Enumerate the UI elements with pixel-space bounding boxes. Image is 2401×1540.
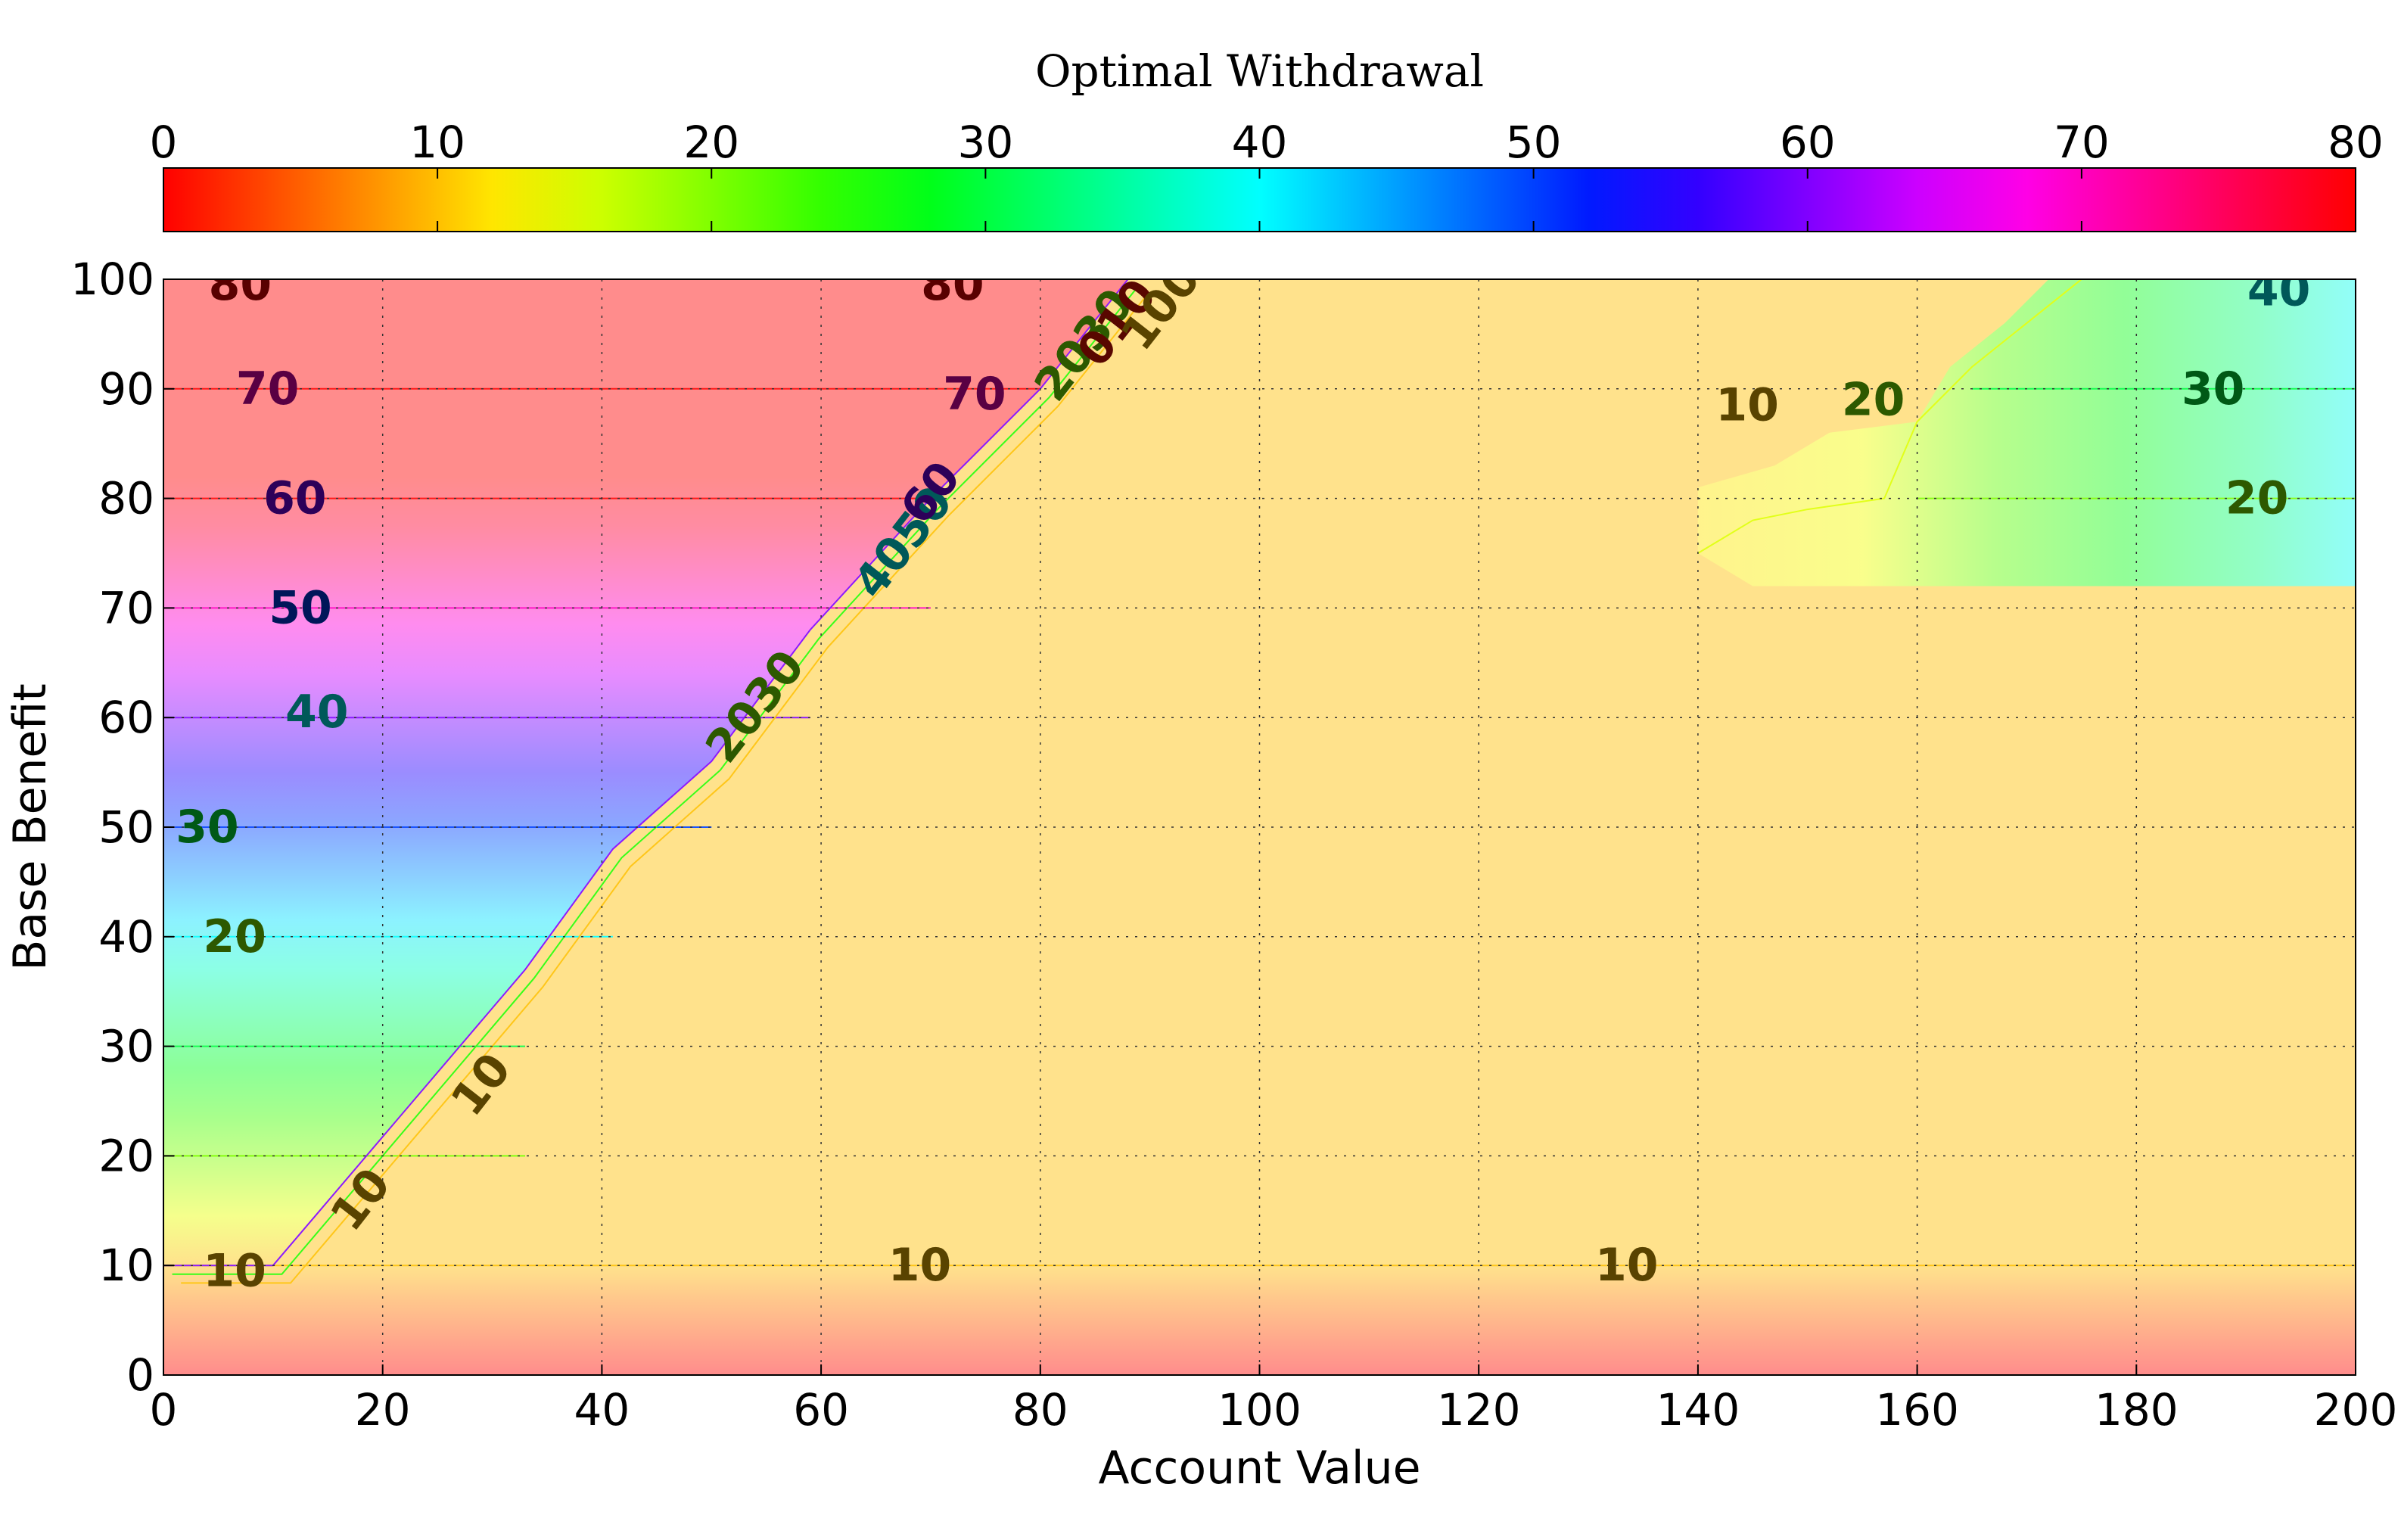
y-tick-label: 100 — [70, 254, 154, 305]
contour-label: 10 — [1595, 1239, 1659, 1292]
x-tick-label: 180 — [2095, 1384, 2179, 1436]
colorbar-tick-label: 70 — [2054, 117, 2110, 168]
y-tick-label: 20 — [98, 1130, 154, 1181]
colorbar-tick-label: 50 — [1506, 117, 1562, 168]
y-tick-label: 40 — [98, 911, 154, 963]
surface-upper-left-region — [163, 279, 1128, 1266]
contour-label: 10 — [1715, 379, 1779, 432]
y-tick-label: 0 — [126, 1349, 154, 1401]
colorbar-tick-label: 80 — [2328, 117, 2384, 168]
contour-label: 10 — [203, 1244, 266, 1297]
y-tick-label: 10 — [98, 1240, 154, 1291]
colorbar: 0 10 20 30 40 50 60 70 80 — [150, 117, 2384, 232]
colorbar-tick-label: 0 — [150, 117, 178, 168]
contour-line — [181, 296, 1146, 1284]
x-tick-label: 80 — [1012, 1384, 1068, 1436]
contour-label: 80 — [209, 258, 272, 311]
contour-label: 70 — [943, 368, 1006, 421]
contour-label: 40 — [2247, 263, 2311, 316]
contour-label: 20 — [2225, 472, 2289, 525]
x-axis-label: Account Value — [1098, 1442, 1420, 1495]
contour-label: 40 — [285, 686, 349, 739]
colorbar-tick-label: 10 — [409, 117, 465, 168]
y-tick-label: 50 — [98, 801, 154, 853]
colorbar-tick-label: 20 — [683, 117, 739, 168]
y-axis-ticks: 0 10 20 30 40 50 60 70 80 90 100 — [70, 254, 174, 1401]
x-axis-ticks: 0 20 40 60 80 100 120 140 160 180 200 — [150, 1364, 2398, 1436]
y-tick-label: 80 — [98, 473, 154, 524]
contour-label: 20 — [203, 910, 266, 963]
contour-label: 70 — [236, 362, 300, 415]
colorbar-tick-label: 60 — [1780, 117, 1836, 168]
contour-label: 80 — [921, 258, 984, 311]
x-tick-label: 100 — [1218, 1384, 1302, 1436]
contour-label: 50 — [269, 581, 332, 634]
colorbar-tick-label: 30 — [957, 117, 1013, 168]
chart-title: Optimal Withdrawal — [1035, 45, 1484, 97]
x-tick-label: 160 — [1875, 1384, 1959, 1436]
contour-label: 30 — [176, 801, 239, 854]
contour-label: 10 — [888, 1239, 952, 1292]
y-tick-label: 30 — [98, 1021, 154, 1072]
surface-bottom-band — [163, 1265, 2356, 1375]
colorbar-ticks: 0 10 20 30 40 50 60 70 80 — [150, 117, 2384, 232]
y-tick-label: 70 — [98, 582, 154, 633]
contour-label: 30 — [2182, 362, 2245, 415]
x-tick-label: 200 — [2314, 1384, 2398, 1436]
surface-upper-right-region — [1697, 279, 2356, 586]
contour-line — [172, 287, 1138, 1275]
x-tick-label: 120 — [1437, 1384, 1521, 1436]
grid-lines — [163, 279, 2356, 1375]
y-axis-label: Base Benefit — [4, 683, 57, 971]
x-tick-label: 0 — [150, 1384, 178, 1436]
contour-line — [163, 279, 1129, 1267]
y-tick-label: 90 — [98, 363, 154, 415]
x-tick-label: 140 — [1656, 1384, 1740, 1436]
colorbar-tick-label: 40 — [1232, 117, 1288, 168]
x-tick-label: 60 — [793, 1384, 849, 1436]
contour-label: 20 — [1842, 373, 1905, 426]
x-tick-label: 20 — [355, 1384, 411, 1436]
x-tick-label: 40 — [574, 1384, 630, 1436]
y-tick-label: 60 — [98, 692, 154, 743]
contour-line — [1697, 279, 2082, 554]
contour-label: 60 — [263, 472, 327, 525]
